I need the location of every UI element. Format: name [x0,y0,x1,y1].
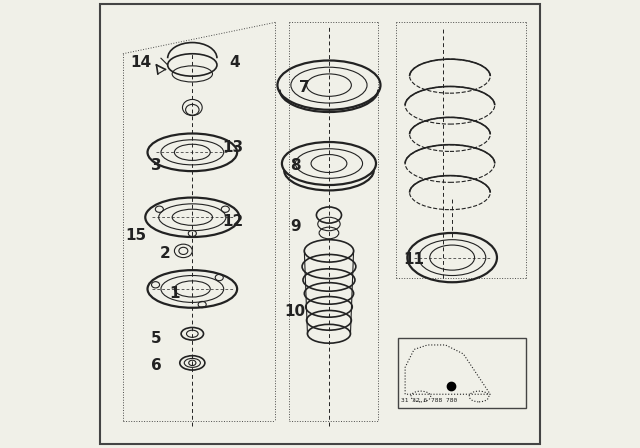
Text: 9: 9 [290,219,301,234]
Text: 11: 11 [404,252,424,267]
Text: 14: 14 [130,55,152,70]
Text: 2: 2 [160,246,171,261]
Text: 10: 10 [285,304,306,319]
Text: 4: 4 [230,55,240,70]
Text: 13: 13 [222,140,243,155]
Text: 31 32 6 788 780: 31 32 6 788 780 [401,398,457,403]
Text: 1: 1 [169,286,180,301]
FancyBboxPatch shape [100,4,540,444]
Text: 12: 12 [222,214,243,229]
Text: 15: 15 [125,228,147,243]
Text: 6: 6 [151,358,162,373]
Text: 7: 7 [299,80,310,95]
Text: 8: 8 [290,158,301,173]
Text: 3: 3 [151,158,162,173]
Text: 5: 5 [151,331,162,346]
